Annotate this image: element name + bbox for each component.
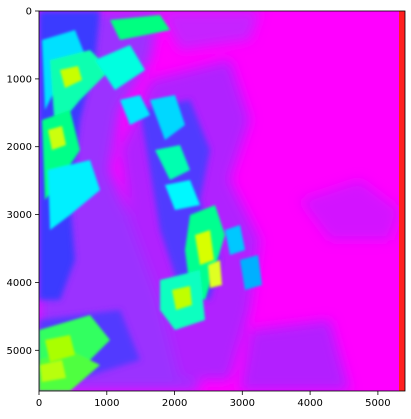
x-tick-label: 2000 [162,398,187,409]
heatmap-image [39,11,405,391]
y-tick-label: 3000 [7,210,32,221]
x-tick-label: 5000 [365,398,390,409]
x-tick: 5000 [365,391,391,409]
x-tick-label: 4000 [297,398,322,409]
x-tick: 4000 [297,391,323,409]
y-tick-label: 2000 [7,142,32,153]
y-tick-label: 0 [26,7,32,18]
y-tick: 4000 [7,278,39,289]
y-tick-label: 4000 [7,278,32,289]
y-tick: 1000 [7,74,39,85]
x-tick-label: 3000 [230,398,255,409]
x-tick-label: 0 [36,398,42,409]
y-tick: 0 [26,7,39,18]
y-axis: 0 1000 2000 3000 4000 5000 [7,7,39,357]
y-tick: 2000 [7,142,39,153]
x-tick-label: 1000 [94,398,119,409]
x-tick: 3000 [230,391,255,409]
plot-frame [38,10,406,392]
red-right-edge [399,11,405,391]
x-tick: 1000 [94,391,120,409]
y-tick-label: 1000 [7,74,32,85]
x-tick: 2000 [162,391,187,409]
yellow-cores [40,66,222,382]
y-tick: 3000 [7,210,39,221]
y-tick: 5000 [7,346,39,357]
x-axis: 0 1000 2000 3000 4000 5000 [36,391,391,409]
x-tick: 0 [36,391,42,409]
y-tick-label: 5000 [7,346,32,357]
